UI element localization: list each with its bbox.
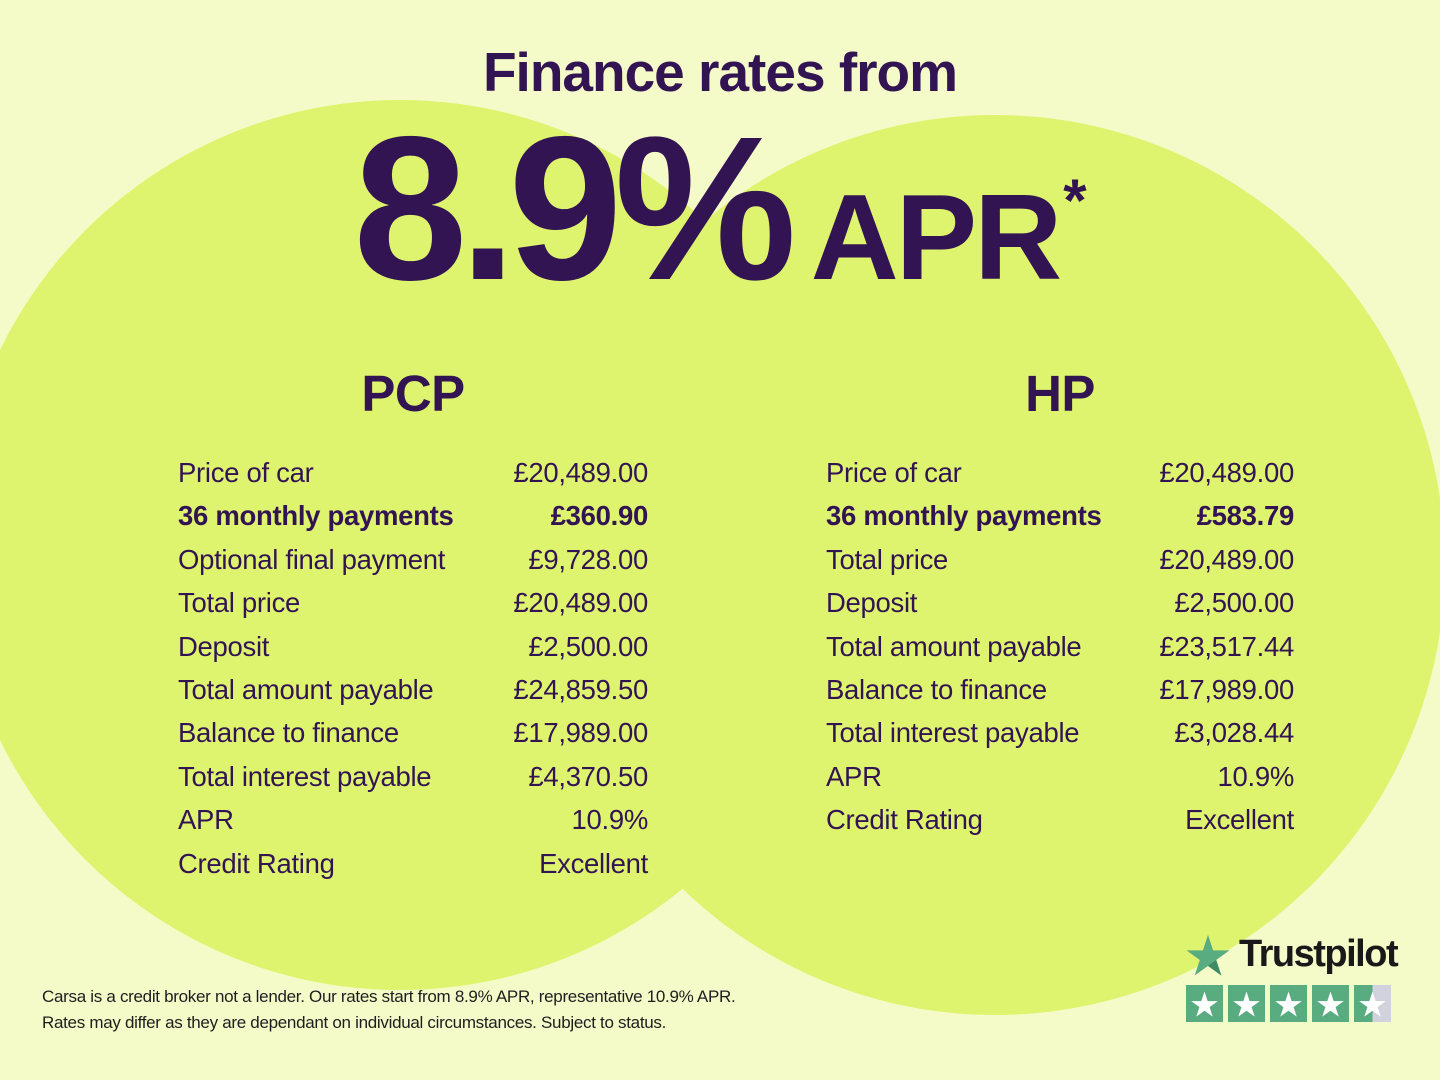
row-label: Price of car — [826, 457, 962, 488]
table-row: Deposit £2,500.00 — [178, 631, 648, 674]
rate-line: 8.9% APR* — [0, 106, 1440, 311]
trustpilot-rating-stars — [1186, 985, 1397, 1022]
row-label: Total price — [826, 543, 949, 575]
background-circle-right — [545, 115, 1440, 1015]
row-label: Optional final payment — [178, 543, 446, 575]
table-row: APR 10.9% — [826, 761, 1294, 804]
star-icon — [1359, 991, 1386, 1017]
row-value: 10.9% — [571, 804, 649, 836]
table-row: Price of car £20,489.00 — [826, 457, 1294, 500]
row-value: £20,489.00 — [1159, 543, 1294, 575]
rating-star-box — [1354, 985, 1391, 1022]
row-label: Total amount payable — [826, 630, 1082, 662]
row-label: Deposit — [178, 630, 270, 662]
row-label: Balance to finance — [826, 673, 1047, 705]
row-label: 36 monthly payments — [826, 500, 1102, 532]
table-row: Price of car £20,489.00 — [178, 457, 648, 500]
row-value: Excellent — [1185, 804, 1294, 836]
trustpilot-star-icon — [1186, 934, 1230, 975]
star-icon — [1317, 991, 1344, 1017]
hp-table-rows: Price of car £20,489.00 36 monthly payment… — [826, 457, 1294, 848]
table-row: Total price £20,489.00 — [178, 587, 648, 630]
hp-table: HP Price of car £20,489.00 36 monthly paym… — [826, 364, 1294, 848]
pcp-table-rows: Price of car £20,489.00 36 monthly payment… — [178, 457, 648, 891]
trustpilot-logo-row: Trustpilot — [1186, 933, 1399, 976]
table-row: Total amount payable £23,517.44 — [826, 631, 1294, 674]
table-row: 36 monthly payments £583.79 — [826, 500, 1294, 543]
row-value: Excellent — [539, 847, 648, 879]
row-value: £17,989.00 — [1159, 673, 1294, 705]
row-value: £20,489.00 — [1159, 457, 1294, 488]
rate-value: 8.9% — [353, 94, 796, 323]
row-value: £23,517.44 — [1159, 630, 1294, 662]
table-row: Total price £20,489.00 — [826, 544, 1294, 587]
rating-star-box — [1228, 985, 1265, 1022]
rating-star-box — [1186, 985, 1223, 1022]
disclaimer-text: Carsa is a credit broker not a lender. O… — [42, 984, 822, 1036]
row-value: £24,859.50 — [513, 673, 648, 705]
row-label: 36 monthly payments — [178, 500, 454, 532]
row-label: Credit Rating — [178, 847, 335, 879]
row-value: £3,028.44 — [1174, 717, 1294, 749]
table-row: Deposit £2,500.00 — [826, 587, 1294, 630]
table-row: Balance to finance £17,989.00 — [178, 717, 648, 760]
hp-table-title: HP — [1025, 365, 1095, 422]
row-label: Credit Rating — [826, 804, 983, 836]
disclaimer-line-1: Carsa is a credit broker not a lender. O… — [42, 987, 736, 1006]
table-row: Optional final payment £9,728.00 — [178, 544, 648, 587]
table-row: Total amount payable £24,859.50 — [178, 674, 648, 717]
row-value: 10.9% — [1217, 760, 1295, 792]
row-value: £17,989.00 — [513, 717, 648, 749]
table-row: Credit Rating Excellent — [178, 848, 648, 891]
star-icon — [1275, 991, 1302, 1017]
row-label: Total amount payable — [178, 673, 434, 705]
trustpilot-badge[interactable]: Trustpilot — [1186, 933, 1399, 1022]
asterisk: * — [1063, 167, 1087, 234]
row-value: £20,489.00 — [513, 457, 648, 488]
row-value: £2,500.00 — [1174, 587, 1294, 619]
disclaimer-line-2: Rates may differ as they are dependant o… — [42, 1013, 667, 1032]
star-icon — [1191, 991, 1218, 1017]
pcp-table: PCP Price of car £20,489.00 36 monthly pay… — [178, 364, 648, 891]
table-row: Credit Rating Excellent — [826, 804, 1294, 847]
row-value: £2,500.00 — [528, 630, 648, 662]
row-label: Total price — [178, 587, 301, 619]
row-value: £360.90 — [550, 500, 649, 532]
row-label: Total interest payable — [178, 760, 432, 792]
table-row: Balance to finance £17,989.00 — [826, 674, 1294, 717]
headline: Finance rates from — [482, 41, 958, 103]
row-label: APR — [178, 804, 234, 836]
row-label: Price of car — [178, 457, 314, 488]
row-label: APR — [826, 760, 882, 792]
table-row: Total interest payable £4,370.50 — [178, 761, 648, 804]
star-icon — [1233, 991, 1260, 1017]
table-row: Total interest payable £3,028.44 — [826, 717, 1294, 760]
row-value: £583.79 — [1196, 500, 1295, 532]
row-label: Total interest payable — [826, 717, 1080, 749]
row-value: £4,370.50 — [528, 760, 648, 792]
row-value: £20,489.00 — [513, 587, 648, 619]
rating-star-box — [1270, 985, 1307, 1022]
row-value: £9,728.00 — [528, 543, 648, 575]
apr-label: APR* — [810, 167, 1087, 305]
rating-star-box — [1312, 985, 1349, 1022]
pcp-table-title: PCP — [361, 365, 465, 422]
table-row: 36 monthly payments £360.90 — [178, 500, 648, 543]
row-label: Balance to finance — [178, 717, 399, 749]
trustpilot-wordmark: Trustpilot — [1239, 933, 1399, 975]
table-row: APR 10.9% — [178, 804, 648, 847]
row-label: Deposit — [826, 587, 918, 619]
